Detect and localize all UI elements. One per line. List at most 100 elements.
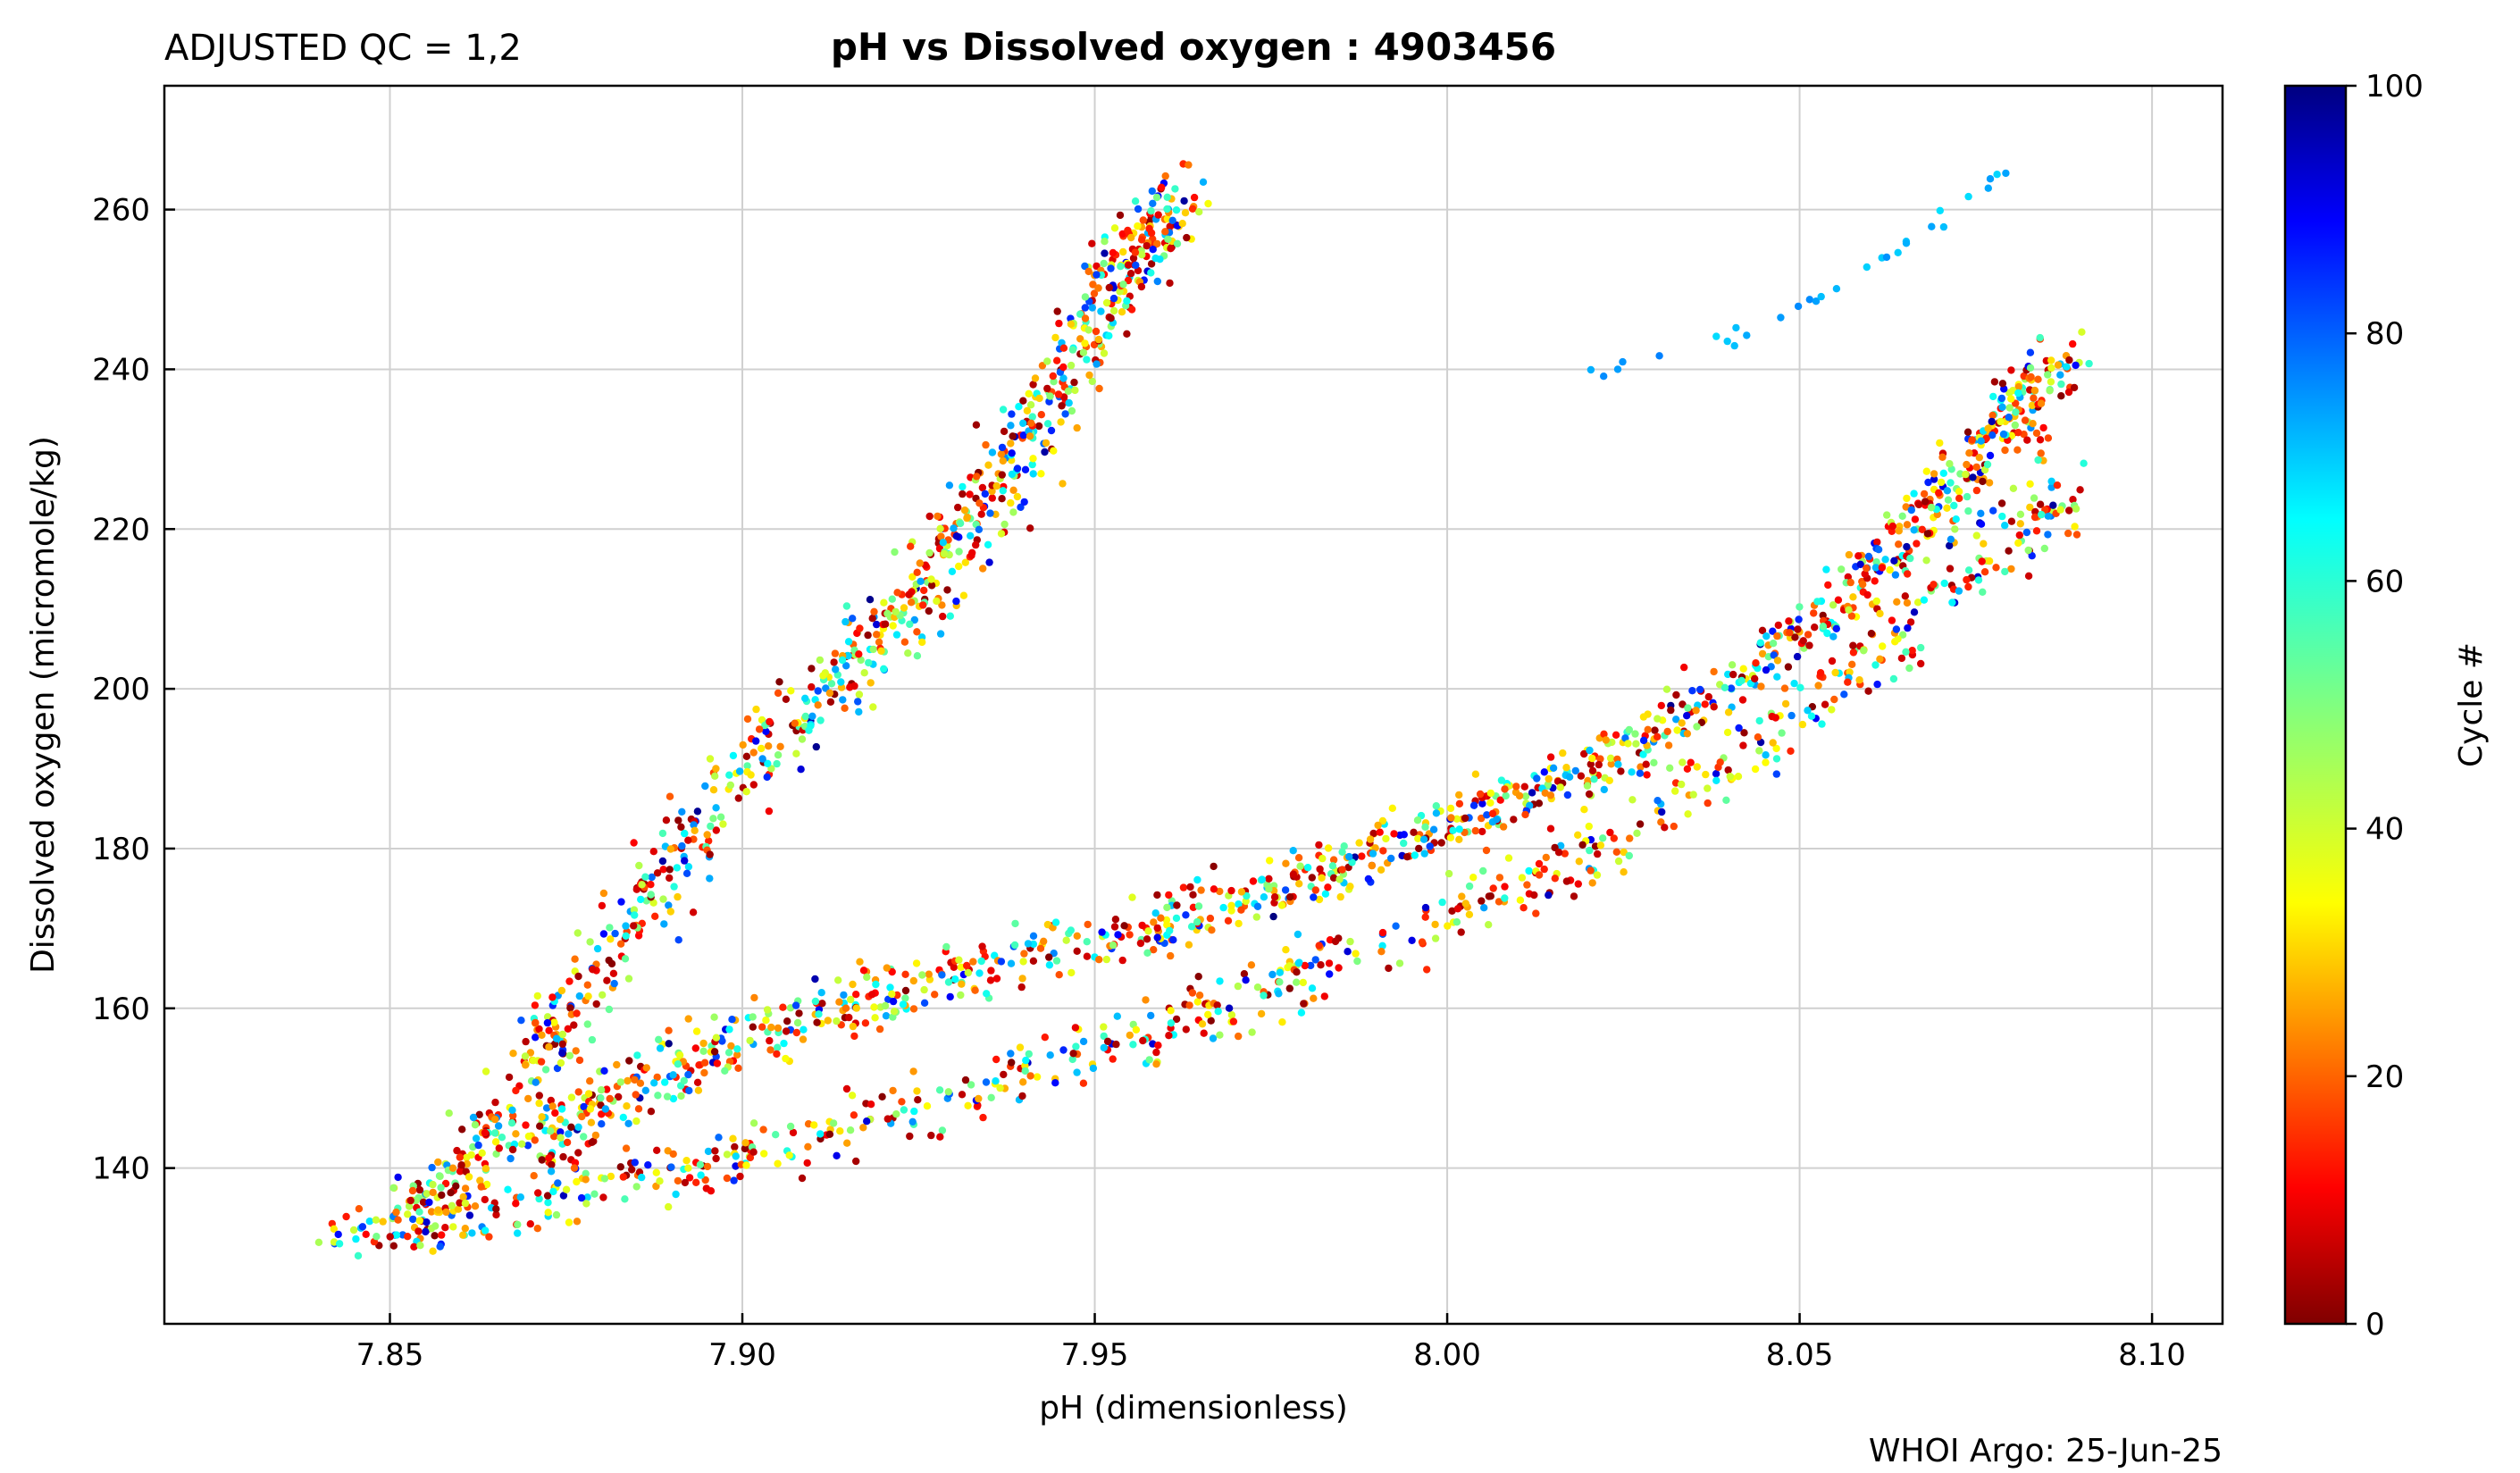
data-point bbox=[458, 1126, 466, 1134]
data-point bbox=[872, 980, 880, 989]
data-point bbox=[653, 1146, 661, 1155]
data-point bbox=[630, 922, 638, 930]
data-point bbox=[1126, 931, 1134, 939]
data-point bbox=[550, 1018, 558, 1026]
data-point bbox=[1167, 245, 1175, 253]
data-point bbox=[1143, 242, 1151, 250]
data-point bbox=[1947, 535, 1955, 543]
data-point bbox=[1488, 809, 1497, 817]
data-point bbox=[1067, 320, 1076, 328]
data-point bbox=[997, 958, 1006, 966]
data-point bbox=[709, 815, 717, 823]
data-point bbox=[619, 1113, 627, 1122]
data-point bbox=[2028, 552, 2036, 560]
data-point bbox=[1728, 661, 1737, 669]
data-point bbox=[672, 1190, 680, 1199]
data-point bbox=[535, 1099, 543, 1108]
x-tick-label: 8.00 bbox=[1413, 1337, 1481, 1373]
data-point bbox=[1980, 568, 1989, 576]
data-point bbox=[545, 1042, 553, 1051]
data-point bbox=[362, 1230, 370, 1239]
data-point bbox=[1979, 588, 1987, 596]
data-point bbox=[1277, 901, 1286, 909]
data-point bbox=[1043, 357, 1051, 365]
data-point bbox=[538, 1156, 546, 1164]
data-point bbox=[659, 895, 667, 903]
data-point bbox=[1478, 827, 1486, 836]
data-point bbox=[1577, 772, 1586, 780]
data-point bbox=[1999, 430, 2008, 439]
data-point bbox=[1353, 957, 1361, 966]
data-point bbox=[1320, 992, 1329, 1000]
data-point bbox=[1471, 826, 1480, 835]
data-point bbox=[1119, 247, 1127, 256]
data-point bbox=[1471, 770, 1480, 778]
data-point bbox=[951, 975, 959, 983]
data-point bbox=[477, 1183, 485, 1191]
data-point bbox=[429, 1180, 437, 1189]
data-point bbox=[1520, 904, 1528, 912]
data-point bbox=[1395, 959, 1404, 967]
data-point bbox=[365, 1218, 373, 1226]
data-point bbox=[1040, 937, 1048, 946]
data-point bbox=[574, 972, 582, 981]
data-point bbox=[812, 742, 820, 751]
data-point bbox=[886, 983, 894, 992]
data-point bbox=[1658, 808, 1666, 816]
data-point bbox=[967, 531, 975, 540]
data-point bbox=[611, 929, 619, 938]
data-point bbox=[1326, 970, 1334, 978]
data-point bbox=[2044, 371, 2052, 379]
data-point bbox=[556, 1116, 565, 1124]
data-point bbox=[878, 1092, 886, 1101]
data-point bbox=[988, 487, 996, 496]
data-point bbox=[607, 1172, 615, 1181]
data-point bbox=[1874, 546, 1883, 554]
data-point bbox=[1315, 895, 1324, 904]
data-point bbox=[1683, 765, 1692, 773]
data-point bbox=[1067, 968, 1076, 977]
data-point bbox=[1378, 942, 1386, 950]
data-point bbox=[855, 650, 863, 658]
data-point bbox=[630, 839, 638, 847]
data-point bbox=[575, 1056, 584, 1065]
data-point bbox=[811, 975, 819, 983]
data-point bbox=[1913, 540, 1921, 548]
data-point bbox=[1147, 207, 1155, 215]
data-point bbox=[1590, 775, 1598, 783]
data-point bbox=[984, 540, 992, 548]
data-point bbox=[1679, 758, 1687, 766]
data-point bbox=[508, 1106, 516, 1115]
data-point bbox=[1683, 712, 1691, 720]
data-point bbox=[414, 1227, 423, 1235]
data-point bbox=[2034, 456, 2042, 464]
data-point bbox=[392, 1231, 401, 1239]
data-point bbox=[415, 1185, 424, 1194]
data-point bbox=[428, 1163, 436, 1172]
data-point bbox=[2056, 506, 2064, 514]
data-point bbox=[1600, 785, 1609, 794]
data-point bbox=[1542, 853, 1551, 862]
data-point bbox=[621, 955, 630, 963]
data-point bbox=[406, 1196, 414, 1205]
data-point bbox=[1867, 630, 1876, 638]
data-point bbox=[2047, 356, 2055, 364]
data-point bbox=[2022, 528, 2031, 537]
data-point bbox=[883, 964, 891, 972]
data-point bbox=[1247, 961, 1256, 969]
data-point bbox=[1029, 455, 1037, 463]
data-point bbox=[1151, 909, 1160, 917]
data-point bbox=[582, 1176, 590, 1184]
data-point bbox=[1282, 859, 1290, 867]
data-point bbox=[1216, 887, 1224, 896]
data-point bbox=[1780, 684, 1789, 692]
data-point bbox=[1020, 950, 1028, 958]
data-point bbox=[1704, 692, 1713, 701]
data-point bbox=[1881, 556, 1889, 564]
data-point bbox=[1712, 332, 1720, 340]
x-tick-label: 8.10 bbox=[2118, 1337, 2186, 1373]
data-point bbox=[721, 1067, 729, 1075]
data-point bbox=[410, 1243, 418, 1251]
data-point bbox=[842, 662, 850, 670]
